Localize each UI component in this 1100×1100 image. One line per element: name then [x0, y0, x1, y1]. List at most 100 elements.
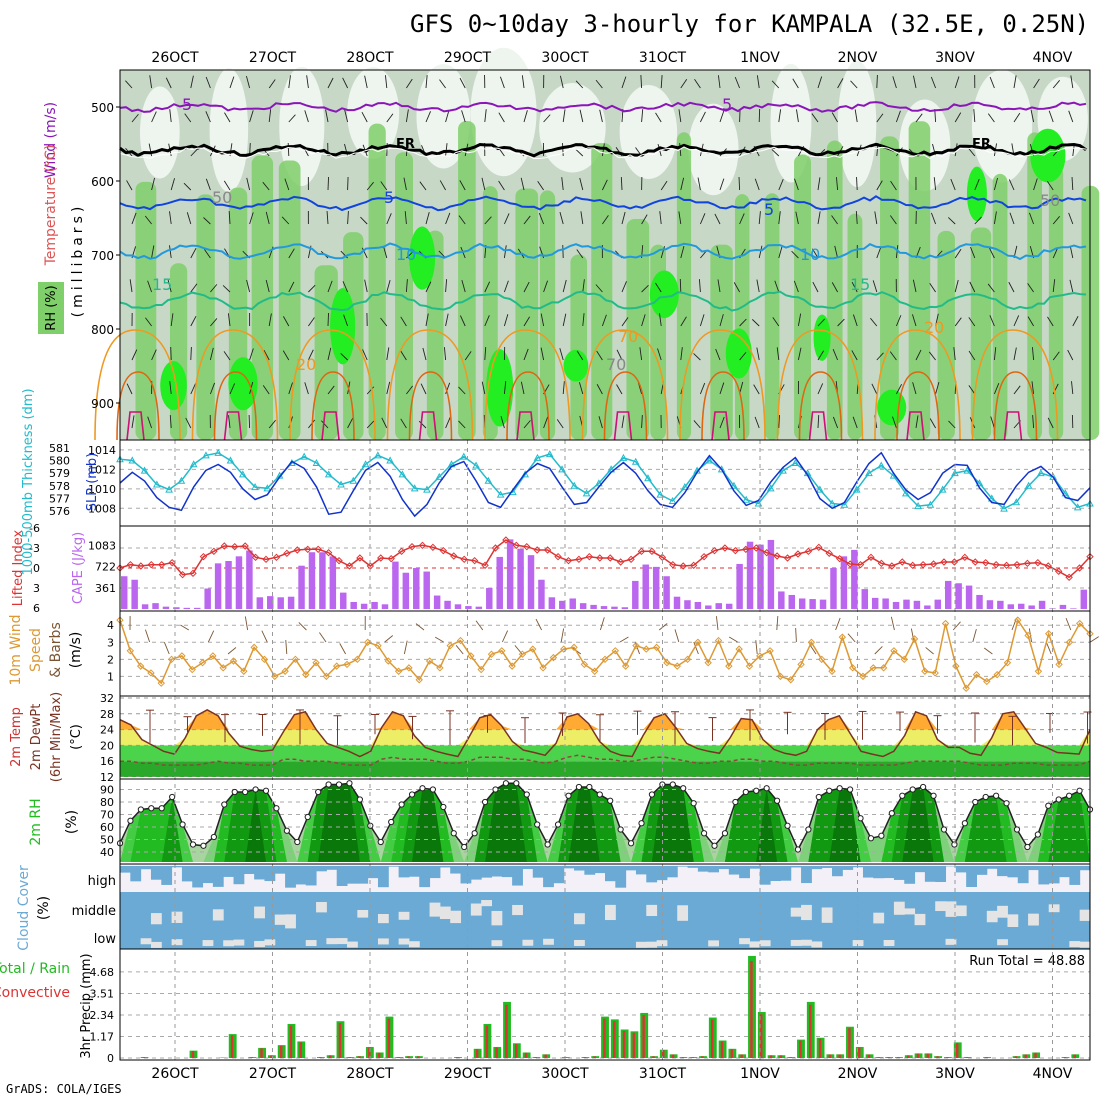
wind-barb [204, 249, 211, 259]
wind-barb [870, 317, 878, 327]
wind-barb [948, 420, 956, 429]
wind-barb [601, 314, 607, 327]
wind-barb [817, 415, 820, 429]
cape-bar [162, 606, 170, 609]
wind-barb [484, 216, 492, 225]
wind10m-barb [952, 621, 961, 631]
precip-tick-label: 1.17 [90, 1030, 115, 1043]
wind-barb [876, 352, 884, 361]
wind-barb [832, 416, 839, 429]
lifted-index-line-point [533, 546, 541, 554]
thickness-line-point [926, 500, 935, 508]
cloud-high-cell [305, 866, 317, 886]
wind10m-barb [874, 646, 883, 655]
wind-barb [1031, 381, 1035, 395]
lifted-index-line-point [1065, 573, 1073, 582]
wind10m-line-point [178, 652, 186, 660]
wind-barb [895, 245, 899, 259]
rh2m-line-point [993, 792, 1000, 799]
lifted-index-line-point [981, 558, 990, 567]
wind-barb [733, 282, 740, 293]
wind-barb [167, 279, 172, 293]
cape-bar [267, 596, 274, 609]
lifted-index-line-point [429, 543, 437, 552]
lifted-index-line-point [470, 556, 479, 565]
isotherm-20 [679, 329, 766, 441]
wind-barb [190, 315, 197, 327]
rh2m-line-point [513, 780, 520, 787]
precip-convective-bar [475, 1049, 479, 1058]
cloud-low-gap [883, 939, 895, 946]
cape-bar [892, 601, 900, 609]
cape-bar [319, 552, 326, 609]
wind-barb [205, 76, 211, 89]
cape-bar [121, 576, 128, 609]
rh2m-line-point [867, 835, 875, 842]
wind-barb [523, 110, 528, 123]
rh2m-line-point [315, 788, 322, 796]
thickness-line-point [656, 490, 665, 498]
cloud-middle-gap [1079, 909, 1091, 921]
wind-barb [796, 109, 799, 123]
lifted-index-line-point [554, 552, 562, 561]
thickness-tick-label: 578 [49, 480, 70, 493]
cape-bar [1028, 605, 1035, 609]
slp-axis-label: SLP (mb) [85, 453, 100, 512]
precip-convective-bar [691, 1057, 694, 1058]
wind10m-line-point [240, 667, 248, 675]
lifted-index-line-point [262, 555, 270, 564]
wind10m-barb [207, 630, 215, 643]
wind-barb [620, 177, 623, 191]
wind-barb [263, 349, 270, 361]
wind-barb [1070, 75, 1074, 89]
isotherm-25 [213, 371, 258, 441]
wind-barb [930, 76, 937, 89]
wind10m-line-point [291, 655, 300, 664]
wind-barb [776, 347, 780, 361]
thickness-line-point [840, 500, 849, 508]
cape-bar [371, 601, 378, 609]
cloud-high-cell [615, 866, 627, 888]
cape-bar [778, 591, 785, 609]
wind-barb [660, 180, 668, 191]
wind10m-barb [776, 616, 779, 631]
thickness-line-point [189, 460, 198, 468]
wind10m-line-point [1065, 638, 1074, 646]
isotherm-minus5 [119, 101, 1087, 113]
wind-barb [1009, 212, 1015, 225]
rh-saturated-region [160, 361, 187, 411]
rh-dry-region [770, 63, 812, 183]
thickness-line-point [914, 502, 922, 510]
wind10m-line-point [560, 645, 568, 653]
wind-barb [340, 353, 348, 361]
cape-bar [308, 552, 316, 609]
cloud-low-gap [377, 938, 389, 945]
wind10m-line-point [147, 669, 155, 677]
cape-bar [413, 568, 420, 609]
temp2m-line [119, 709, 1091, 758]
cloud-middle-gap [316, 902, 327, 913]
rh-moist-plume [539, 190, 556, 440]
cloud-low-gap [852, 940, 864, 947]
wind-barb [739, 351, 747, 361]
wind10m-line-point [1045, 630, 1053, 638]
wind-barb [386, 280, 391, 293]
cloud-high-cell [687, 866, 699, 868]
wind-barb [970, 246, 976, 259]
wind-barb [911, 314, 917, 327]
wind-barb [680, 177, 685, 191]
thickness-line-point [1024, 481, 1033, 489]
wind10m-line-point [848, 664, 857, 672]
precip-convective-bar [848, 1028, 851, 1058]
rh-dry-region [416, 64, 471, 169]
wind-barb [655, 282, 662, 293]
wind-barb [131, 212, 137, 225]
cape-bar [360, 603, 368, 609]
thickness-line-point [202, 451, 210, 459]
lifted-index-line-point [356, 554, 364, 562]
wind-barb [915, 113, 923, 123]
wind-barb [1068, 110, 1074, 123]
wind10m-line-point [683, 655, 692, 664]
wind-axis-label: Wind (m/s) [43, 102, 59, 178]
wind-barb [791, 250, 799, 259]
